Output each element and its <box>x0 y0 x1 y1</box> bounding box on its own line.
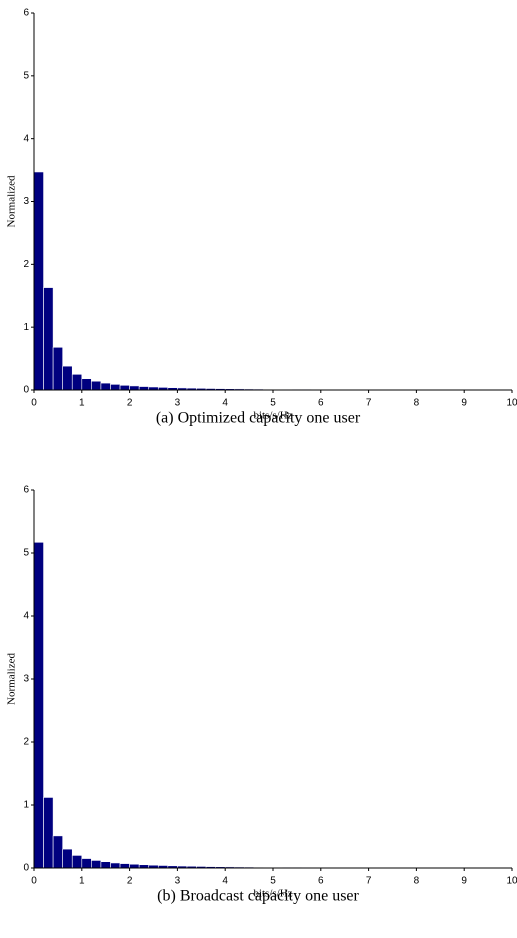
bar <box>81 858 92 869</box>
y-tick-label: 1 <box>23 322 29 333</box>
bar <box>110 384 121 391</box>
bar <box>138 386 150 391</box>
bar <box>33 171 44 391</box>
x-tick-label: 1 <box>79 398 85 409</box>
x-tick-label: 8 <box>414 398 420 409</box>
x-tick-label: 5 <box>270 398 276 409</box>
x-tick-label: 6 <box>318 398 324 409</box>
bar <box>129 385 140 391</box>
y-tick-label: 1 <box>23 800 29 811</box>
caption: (a) Optimized capacity one user <box>156 410 361 427</box>
y-tick-label: 6 <box>23 485 29 496</box>
caption: (b) Broadcast capacity one user <box>157 888 359 905</box>
bar <box>91 860 102 869</box>
x-tick-label: 8 <box>414 876 420 887</box>
bar <box>100 861 111 869</box>
x-tick-label: 7 <box>366 398 372 409</box>
x-tick-label: 6 <box>318 876 324 887</box>
y-tick-label: 5 <box>23 70 29 81</box>
x-tick-label: 0 <box>31 876 37 887</box>
y-tick-label: 0 <box>23 385 29 396</box>
x-tick-label: 9 <box>461 876 467 887</box>
x-tick-label: 3 <box>175 398 181 409</box>
bar <box>91 380 102 391</box>
x-tick-label: 4 <box>222 876 228 887</box>
bar <box>100 382 111 391</box>
x-tick-label: 2 <box>127 876 133 887</box>
x-tick-label: 9 <box>461 398 467 409</box>
y-tick-label: 5 <box>23 548 29 559</box>
x-tick-label: 0 <box>31 398 37 409</box>
y-tick-label: 0 <box>23 863 29 874</box>
x-tick-label: 1 <box>79 876 85 887</box>
y-tick-label: 2 <box>23 737 29 748</box>
x-tick-label: 4 <box>222 398 228 409</box>
bar <box>71 373 83 391</box>
x-tick-label: 7 <box>366 876 372 887</box>
bar <box>71 855 83 869</box>
bar <box>62 848 73 869</box>
bar <box>52 346 63 391</box>
x-tick-label: 10 <box>506 398 517 409</box>
x-tick-label: 10 <box>506 876 517 887</box>
x-tick-label: 3 <box>175 876 181 887</box>
x-axis-label: bits/s/Hz <box>253 888 292 900</box>
bar <box>43 797 54 869</box>
bar <box>119 863 130 869</box>
bar <box>81 378 92 391</box>
y-tick-label: 4 <box>23 611 29 622</box>
bar <box>43 287 54 391</box>
bar <box>62 365 73 391</box>
bar <box>33 541 44 869</box>
bar <box>129 863 140 869</box>
x-axis-label: bits/s/Hz <box>253 410 292 422</box>
x-tick-label: 2 <box>127 398 133 409</box>
y-tick-label: 2 <box>23 259 29 270</box>
bar <box>52 835 63 869</box>
y-axis-label: Normalized <box>6 653 18 705</box>
y-tick-label: 3 <box>23 196 29 207</box>
y-tick-label: 6 <box>23 8 29 19</box>
x-tick-label: 5 <box>270 876 276 887</box>
y-axis-label: Normalized <box>6 175 18 227</box>
y-tick-label: 3 <box>23 674 29 685</box>
y-tick-label: 4 <box>23 133 29 144</box>
bar <box>110 862 121 869</box>
bar <box>119 384 130 391</box>
